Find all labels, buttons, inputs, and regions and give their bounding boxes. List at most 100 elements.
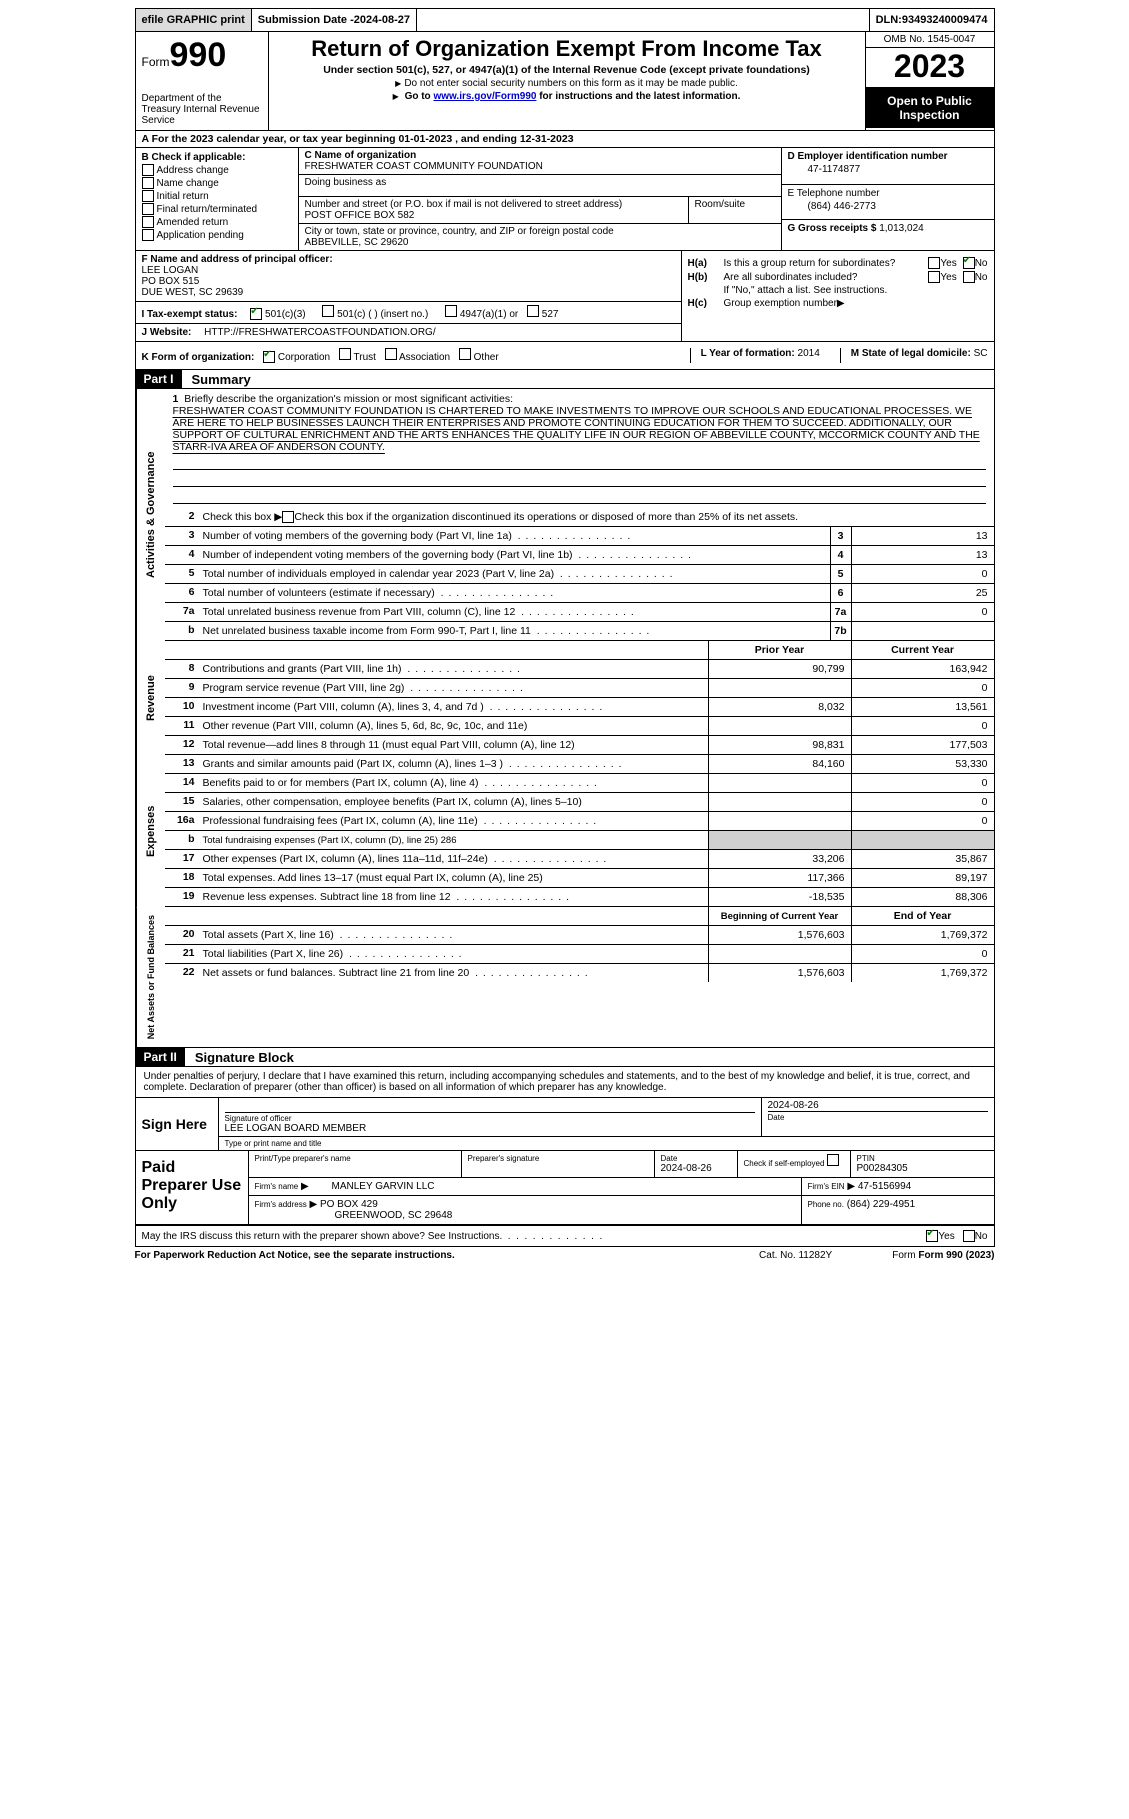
line-12: 12Total revenue—add lines 8 through 11 (…	[165, 736, 994, 755]
hc-label: H(c)	[688, 298, 724, 309]
declaration-text: Under penalties of perjury, I declare th…	[136, 1067, 994, 1097]
line-1-num: 1	[173, 393, 179, 405]
line-box: 5	[830, 565, 851, 583]
open-inspection: Open to Public Inspection	[866, 88, 994, 128]
opt-527: 527	[542, 309, 559, 320]
hb-text: Are all subordinates included?	[724, 272, 929, 283]
org-name-value: FRESHWATER COAST COMMUNITY FOUNDATION	[305, 161, 775, 172]
chk-other[interactable]	[459, 348, 471, 360]
chk-discuss-no[interactable]	[963, 1230, 975, 1242]
line-box: 7b	[830, 622, 851, 640]
bottom-line: For Paperwork Reduction Act Notice, see …	[135, 1247, 995, 1264]
efile-print-button[interactable]: efile GRAPHIC print	[136, 9, 252, 31]
summary-gov-body: 1 Briefly describe the organization's mi…	[165, 389, 994, 641]
officer-name: LEE LOGAN	[142, 265, 675, 276]
chk-hb-no[interactable]	[963, 271, 975, 283]
l-label: L Year of formation:	[701, 348, 798, 359]
opt-other: Other	[474, 352, 499, 363]
sig-date-label: Date	[768, 1111, 988, 1122]
line-py: 1,576,603	[708, 964, 851, 982]
line-7a: 7aTotal unrelated business revenue from …	[165, 603, 994, 622]
chk-4947[interactable]	[445, 305, 457, 317]
line-18: 18Total expenses. Add lines 13–17 (must …	[165, 869, 994, 888]
street-cell: Number and street (or P.O. box if mail i…	[299, 197, 689, 223]
chk-address-change[interactable]: Address change	[142, 164, 292, 176]
line-py	[708, 717, 851, 735]
chk-corp[interactable]	[263, 351, 275, 363]
line-py: 84,160	[708, 755, 851, 773]
chk-amended-return[interactable]: Amended return	[142, 216, 292, 228]
opt-4947: 4947(a)(1) or	[460, 309, 518, 320]
ein-cell: D Employer identification number 47-1174…	[782, 148, 994, 185]
chk-final-return[interactable]: Final return/terminated	[142, 203, 292, 215]
section-c: C Name of organization FRESHWATER COAST …	[299, 148, 782, 250]
firm-phone-value: (864) 229-4951	[847, 1199, 915, 1210]
line-cy: 0	[851, 793, 994, 811]
goto-suffix: for instructions and the latest informat…	[536, 91, 740, 102]
firm-addr-label: Firm's address	[255, 1200, 307, 1209]
prep-sig-cell: Preparer's signature	[462, 1151, 655, 1177]
chk-hb-yes[interactable]	[928, 271, 940, 283]
website-value[interactable]: HTTP://FRESHWATERCOASTFOUNDATION.ORG/	[204, 327, 435, 338]
mission-blank-line	[173, 489, 986, 504]
room-label: Room/suite	[695, 199, 775, 210]
summary-netassets: Net Assets or Fund Balances Beginning of…	[135, 907, 995, 1048]
sign-here-table: Sign Here Signature of officer LEE LOGAN…	[136, 1097, 994, 1150]
form-990-page: efile GRAPHIC print Submission Date - 20…	[127, 0, 1003, 1272]
chk-line2[interactable]	[282, 511, 294, 523]
street-row: Number and street (or P.O. box if mail i…	[299, 197, 781, 224]
vtab-revenue: Revenue	[136, 641, 165, 755]
k-label: K Form of organization:	[142, 352, 255, 363]
line-17: 17Other expenses (Part IX, column (A), l…	[165, 850, 994, 869]
line-15: 15Salaries, other compensation, employee…	[165, 793, 994, 812]
firm-name-cell: Firm's name ▶ MANLEY GARVIN LLC	[249, 1178, 802, 1195]
hdr-cy: End of Year	[851, 907, 994, 925]
section-l: L Year of formation: 2014	[690, 348, 820, 363]
section-m: M State of legal domicile: SC	[840, 348, 988, 363]
line-py: 8,032	[708, 698, 851, 716]
chk-initial-return[interactable]: Initial return	[142, 190, 292, 202]
line-2: 2 Check this box ▶ Check this box if the…	[165, 508, 994, 527]
line-cy: 163,942	[851, 660, 994, 678]
part-2-bar: Part II Signature Block	[135, 1048, 995, 1067]
chk-527[interactable]	[527, 305, 539, 317]
chk-assoc[interactable]	[385, 348, 397, 360]
form-subtitle-1: Under section 501(c), 527, or 4947(a)(1)…	[273, 64, 861, 76]
line-cy: 0	[851, 679, 994, 697]
line-cy: 13	[851, 527, 994, 545]
line-16b: bTotal fundraising expenses (Part IX, co…	[165, 831, 994, 850]
chk-self-employed[interactable]	[827, 1154, 839, 1166]
section-b-header: B Check if applicable:	[142, 152, 292, 163]
form-header: Form990 Department of the Treasury Inter…	[135, 32, 995, 131]
opt-501c: 501(c) ( ) (insert no.)	[337, 309, 428, 320]
yes-label: Yes	[940, 258, 956, 269]
chk-501c[interactable]	[322, 305, 334, 317]
hc-text: Group exemption number	[724, 298, 837, 309]
ein-value: 47-1174877	[788, 164, 988, 175]
irs-link[interactable]: www.irs.gov/Form990	[433, 91, 536, 102]
chk-501c3[interactable]	[250, 308, 262, 320]
part-2-label: Part II	[136, 1048, 185, 1066]
preparer-table: Paid Preparer Use Only Print/Type prepar…	[135, 1151, 995, 1225]
sig-row-2: Type or print name and title	[219, 1137, 994, 1150]
chk-name-change[interactable]: Name change	[142, 177, 292, 189]
line-cy: 89,197	[851, 869, 994, 887]
hb-label: H(b)	[688, 272, 724, 283]
line-desc: Revenue less expenses. Subtract line 18 …	[203, 891, 451, 903]
form-subtitle-2: Do not enter social security numbers on …	[273, 78, 861, 89]
line-19: 19Revenue less expenses. Subtract line 1…	[165, 888, 994, 907]
chk-discuss-yes[interactable]	[926, 1230, 938, 1242]
chk-ha-no[interactable]	[963, 257, 975, 269]
ha-label: H(a)	[688, 258, 724, 269]
part-1-label: Part I	[136, 370, 182, 388]
chk-application-pending[interactable]: Application pending	[142, 229, 292, 241]
omb-number: OMB No. 1545-0047	[866, 32, 994, 48]
discuss-text: May the IRS discuss this return with the…	[142, 1231, 503, 1242]
line-box: 4	[830, 546, 851, 564]
chk-ha-yes[interactable]	[928, 257, 940, 269]
h-b-row: H(b) Are all subordinates included? Yes …	[688, 271, 988, 283]
line-cy: 0	[851, 945, 994, 963]
prep-ptin-value: P00284305	[857, 1163, 988, 1174]
line-desc: Total assets (Part X, line 16)	[203, 929, 334, 941]
chk-trust[interactable]	[339, 348, 351, 360]
